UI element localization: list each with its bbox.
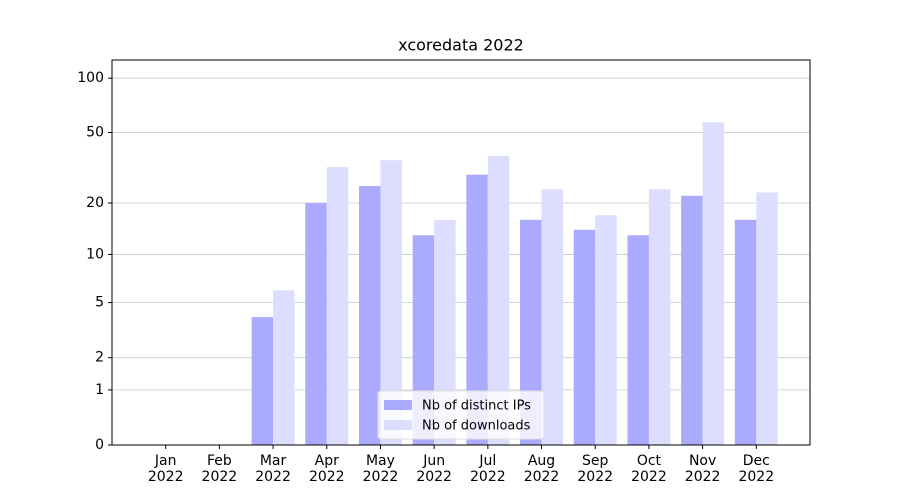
y-tick-label: 100 [77,70,104,86]
bar [573,229,596,445]
bar [702,122,725,445]
bar [251,317,274,445]
y-tick-label: 20 [86,195,104,211]
bar [756,192,778,445]
x-tick-label: Sep 2022 [577,453,614,485]
bar [734,219,757,445]
bar [273,290,295,445]
bar [627,235,649,445]
y-tick-label: 1 [95,382,104,398]
bar [520,219,542,445]
bar [487,155,510,445]
x-tick-label: Feb 2022 [201,453,238,485]
x-tick-label: Aug 2022 [523,453,560,485]
bar [541,189,564,445]
legend-swatch [384,420,412,430]
x-tick-label: Mar 2022 [255,453,291,485]
y-tick-label: 2 [95,350,104,366]
legend-label: Nb of downloads [422,419,531,434]
y-tick-label: 10 [86,246,104,262]
bar [595,215,617,445]
x-tick-label: Jun 2022 [416,453,452,485]
bar [434,219,456,445]
axes-frame [111,59,811,446]
x-tick-label: Jan 2022 [147,453,184,485]
y-tick-label: 50 [86,125,104,141]
y-tick-label: 5 [95,295,104,311]
bar [648,189,671,445]
bar [681,195,703,445]
y-tick-label: 0 [95,437,104,453]
legend-label: Nb of distinct IPs [422,399,531,414]
x-tick-label: Jul 2022 [470,453,506,485]
x-tick-label: Dec 2022 [738,453,775,485]
bar [466,174,488,445]
bar [326,167,349,445]
legend-box [377,390,545,440]
bar [358,186,381,445]
x-tick-label: Apr 2022 [308,453,345,485]
legend-swatch [384,400,412,410]
chart-title: xcoredata 2022 [398,36,524,55]
bar [380,160,402,446]
bar [305,203,327,445]
x-tick-label: Oct 2022 [631,453,667,485]
x-tick-label: Nov 2022 [684,453,721,485]
x-tick-label: May 2022 [362,453,399,485]
